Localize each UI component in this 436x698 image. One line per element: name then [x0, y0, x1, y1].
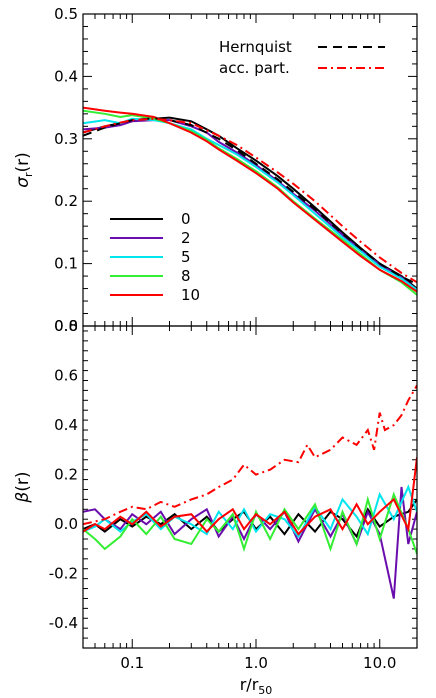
series-group	[83, 384, 417, 599]
y-ticks: 0.0 0.1 0.2 0.3 0.4 0.5	[54, 5, 417, 335]
series-line-acc-part-	[83, 117, 417, 284]
x-tick-label: 1.0	[244, 654, 268, 672]
series-line-8	[83, 109, 417, 296]
y-tick-label: 0.1	[54, 255, 78, 273]
y-tick-label: 0.5	[54, 5, 78, 23]
y-axis-label: β(r)	[13, 471, 33, 503]
y-tick-label: 0.4	[54, 416, 78, 434]
bottom-panel: -0.4 -0.2 0.0 0.2 0.4 0.6 0.8 0.1 1.0 10.0 β(r)	[13, 317, 418, 672]
x-axis-label-text: r/r50	[240, 675, 273, 697]
series-line-0	[83, 116, 417, 290]
y-tick-label: 0.2	[54, 466, 78, 484]
x-tick-label: 10.0	[363, 654, 396, 672]
y-tick-label: -0.4	[49, 614, 78, 632]
series-group	[83, 106, 417, 296]
legend-models: Hernquist acc. part.	[219, 38, 385, 77]
series-line-10	[83, 106, 417, 293]
legend-label: 0	[181, 210, 191, 228]
plot-frame	[82, 325, 418, 649]
x-axis-label: r/r50	[240, 675, 273, 697]
y-tick-label: 0.6	[54, 367, 78, 385]
x-ticks	[82, 14, 418, 326]
x-ticks	[82, 326, 418, 648]
y-axis-label-text: σr(r)	[13, 152, 35, 188]
x-tick-label: 0.1	[120, 654, 144, 672]
series-line-5	[83, 117, 417, 291]
series-line-10	[83, 457, 417, 536]
legend-label: 2	[181, 229, 191, 247]
y-tick-label: 0.8	[54, 317, 78, 335]
legend-label: Hernquist	[219, 38, 292, 56]
series-line-2	[83, 119, 417, 291]
legend-label: 8	[181, 267, 191, 285]
y-axis-label-text: β(r)	[13, 471, 33, 503]
y-tick-label: 0.3	[54, 130, 78, 148]
legend-label: 10	[181, 286, 200, 304]
legend-label: 5	[181, 248, 191, 266]
y-tick-label: -0.2	[49, 565, 78, 583]
legend-label: acc. part.	[219, 59, 290, 77]
y-ticks: -0.4 -0.2 0.0 0.2 0.4 0.6 0.8	[49, 317, 417, 649]
series-line-acc-part-	[83, 384, 417, 526]
y-tick-label: 0.0	[54, 317, 78, 335]
y-tick-label: 0.0	[54, 515, 78, 533]
series-line-hernquist	[83, 117, 417, 286]
y-axis-label: σr(r)	[13, 152, 35, 188]
y-tick-label: 0.2	[54, 192, 78, 210]
top-panel: 0.0 0.1 0.2 0.3 0.4 0.5 σr(r) Hernquist acc. par…	[13, 5, 418, 335]
y-tick-label: 0.4	[54, 67, 78, 85]
